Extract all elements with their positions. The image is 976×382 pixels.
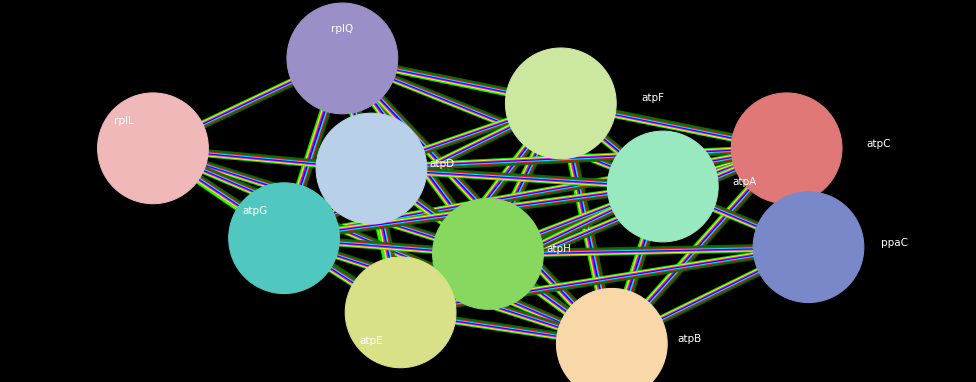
- Text: atpH: atpH: [547, 244, 571, 254]
- Ellipse shape: [607, 131, 718, 242]
- Ellipse shape: [316, 113, 427, 224]
- Ellipse shape: [287, 3, 397, 114]
- Ellipse shape: [98, 93, 208, 204]
- Text: atpE: atpE: [359, 336, 384, 346]
- Ellipse shape: [432, 199, 544, 309]
- Ellipse shape: [228, 183, 340, 293]
- Text: atpB: atpB: [677, 334, 702, 344]
- Text: ppaC: ppaC: [881, 238, 909, 248]
- Ellipse shape: [556, 288, 668, 382]
- Ellipse shape: [731, 93, 842, 204]
- Text: rplL: rplL: [114, 116, 134, 126]
- Text: atpG: atpG: [242, 206, 267, 216]
- Text: rplQ: rplQ: [331, 24, 353, 34]
- Text: atpA: atpA: [733, 177, 757, 187]
- Text: atpC: atpC: [867, 139, 891, 149]
- Ellipse shape: [346, 257, 456, 368]
- Ellipse shape: [506, 48, 616, 159]
- Ellipse shape: [753, 192, 864, 303]
- Text: atpD: atpD: [429, 159, 455, 169]
- Text: atpF: atpF: [641, 93, 664, 103]
